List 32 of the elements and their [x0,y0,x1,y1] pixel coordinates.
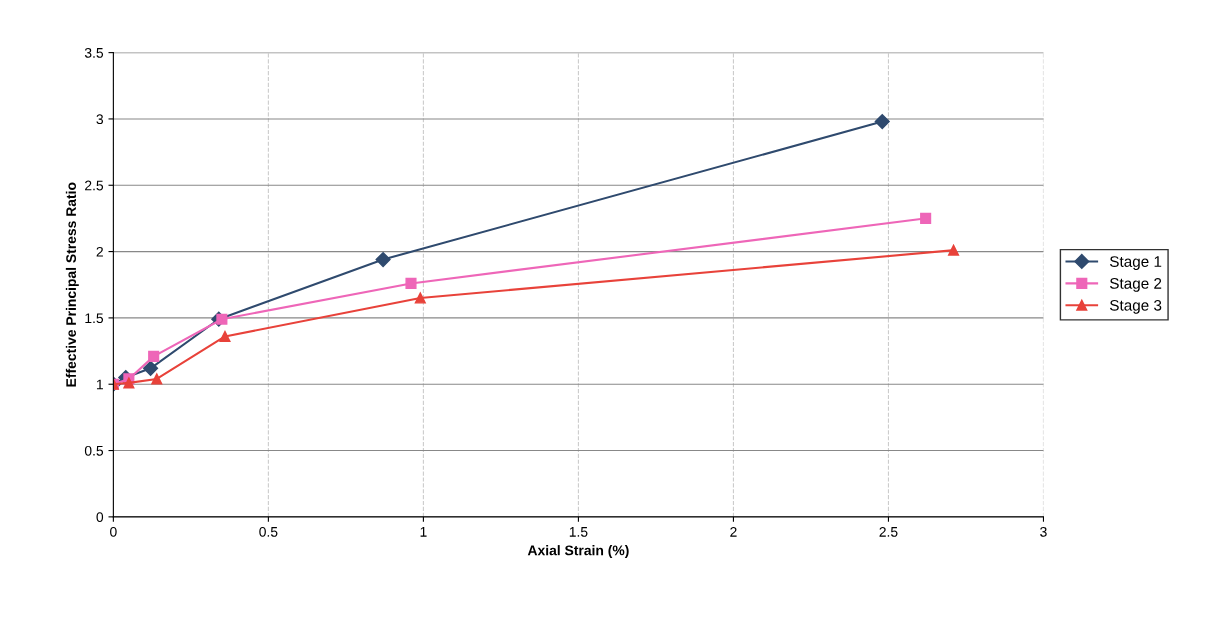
point [216,313,228,325]
y-tick-label: 2.5 [85,180,104,191]
legend-label: Stage 2 [1109,278,1162,292]
x-tick-label: 2 [730,526,737,537]
y-tick-label: 3.5 [84,47,104,58]
point [414,292,426,304]
x-tick-label: 1 [420,527,427,537]
x-tick-label: 0.5 [259,526,278,537]
y-tick-label: 1.5 [85,313,104,324]
x-tick-label: 0 [110,526,117,537]
point [143,360,159,376]
y-tick-label: 2 [96,246,103,257]
point [151,373,163,385]
y-axis-title: Effective Principal Stress Ratio [65,182,79,387]
legend-label: Stage 1 [1109,256,1162,270]
y-tick-label: 0 [96,512,104,523]
point [375,251,391,268]
x-axis-title: Axial Strain (%) [527,545,629,559]
point [405,277,417,289]
point [123,377,135,389]
y-tick-label: 3 [96,114,104,125]
y-tick-label: 1 [96,379,103,390]
x-tick-label: 2.5 [879,526,898,537]
x-tick-label: 1.5 [569,527,588,537]
point [920,212,932,224]
legend-label: Stage 3 [1109,299,1162,314]
point [219,330,231,343]
y-tick-label: 0.5 [84,445,104,456]
point [148,350,160,362]
point [874,114,890,130]
point [947,244,960,256]
x-tick-label: 3 [1040,526,1047,537]
